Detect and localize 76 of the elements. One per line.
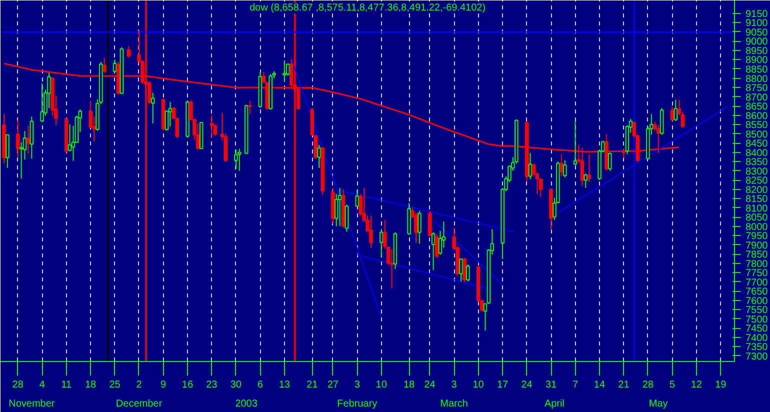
x-tick-label: 2 — [136, 380, 142, 390]
x-tick-label: 6 — [257, 380, 264, 390]
y-tick-label: 8900 — [746, 55, 768, 66]
y-tick-label: 8100 — [746, 203, 768, 214]
y-tick-label: 8050 — [746, 212, 768, 224]
y-tick-label: 8350 — [746, 157, 768, 168]
x-tick-label: 9 — [160, 380, 166, 390]
y-tick-label: 7450 — [746, 324, 768, 335]
text: April — [544, 398, 564, 410]
x-tick-label: 17 — [496, 380, 509, 390]
y-tick-label: 7650 — [746, 286, 768, 298]
x-tick-label: 12 — [690, 380, 702, 390]
y-tick-label: 8750 — [746, 83, 768, 94]
x-tick-label: 25 — [109, 380, 121, 390]
y-tick-label: 9050 — [746, 27, 768, 38]
y-tick-label: 8800 — [746, 74, 768, 85]
y-tick-label: 8500 — [746, 129, 768, 140]
y-tick-label: 7300 — [746, 351, 768, 362]
y-tick-label: 8650 — [746, 102, 768, 113]
x-tick-label: 14 — [594, 380, 606, 390]
x-tick-label: 18 — [84, 380, 97, 390]
x-tick-label: 24 — [424, 380, 436, 390]
x-tick-label: 28 — [642, 380, 654, 390]
y-tick-label: 7850 — [746, 250, 768, 261]
y-tick-label: 8250 — [746, 176, 768, 187]
x-tick-label: 24 — [521, 380, 533, 390]
x-tick-label: 4 — [39, 380, 46, 390]
y-tick-label: 8400 — [746, 148, 768, 159]
x-tick-label: 23 — [206, 380, 218, 390]
y-tick-label: 8550 — [746, 120, 768, 132]
x-tick-label: 30 — [230, 380, 242, 390]
x-tick-label: 31 — [545, 380, 557, 390]
x-tick-label: 28 — [12, 380, 24, 390]
x-tick-label: 10 — [472, 380, 484, 390]
y-tick-label: 7550 — [746, 305, 768, 316]
y-tick-label: 7500 — [746, 314, 768, 326]
y-tick-label: 8700 — [746, 92, 768, 104]
text: February — [337, 398, 378, 410]
y-tick-label: 9000 — [746, 36, 768, 48]
y-tick-label: 7600 — [746, 296, 768, 307]
y-tick-label: 7750 — [746, 268, 768, 280]
x-tick-label: 21 — [618, 380, 630, 390]
y-tick-label: 9100 — [746, 18, 768, 30]
y-tick-label: 8450 — [746, 138, 768, 150]
x-tick-label: 27 — [327, 380, 339, 390]
x-tick-label: 3 — [354, 380, 360, 390]
y-tick-label: 9150 — [746, 8, 768, 20]
x-tick-label: 13 — [278, 380, 290, 390]
x-tick-label: 18 — [403, 380, 416, 390]
text: May — [648, 398, 668, 410]
y-tick-label: 7700 — [746, 277, 768, 288]
y-tick-label: 8600 — [746, 110, 768, 122]
y-tick-label: 8850 — [746, 64, 768, 76]
x-tick-label: 11 — [61, 380, 72, 390]
x-tick-label: 21 — [306, 380, 318, 390]
y-tick-label: 8950 — [746, 46, 768, 57]
chart-title: dow (8,658.67 ,8,575.11,8,477.36,8,491.22,-69.4102) — [249, 2, 486, 14]
y-tick-label: 7950 — [746, 231, 768, 242]
y-tick-label: 7400 — [746, 332, 768, 344]
y-tick-label: 8300 — [746, 166, 768, 178]
text: December — [116, 398, 163, 410]
x-tick-label: 16 — [182, 380, 194, 390]
x-tick-label: 19 — [715, 380, 727, 390]
text: March — [440, 398, 468, 410]
y-tick-label: 8000 — [746, 222, 768, 233]
x-tick-label: 3 — [451, 380, 458, 390]
y-tick-label: 8200 — [746, 184, 768, 196]
y-tick-label: 7900 — [746, 240, 768, 252]
text: 2003 — [235, 398, 258, 410]
y-tick-label: 7800 — [746, 258, 768, 270]
text: November — [8, 398, 56, 410]
x-tick-label: 7 — [572, 380, 578, 390]
y-tick-label: 8150 — [746, 194, 768, 206]
x-tick-label: 5 — [669, 380, 676, 390]
y-tick-label: 7350 — [746, 342, 768, 354]
x-tick-label: 10 — [376, 380, 388, 390]
